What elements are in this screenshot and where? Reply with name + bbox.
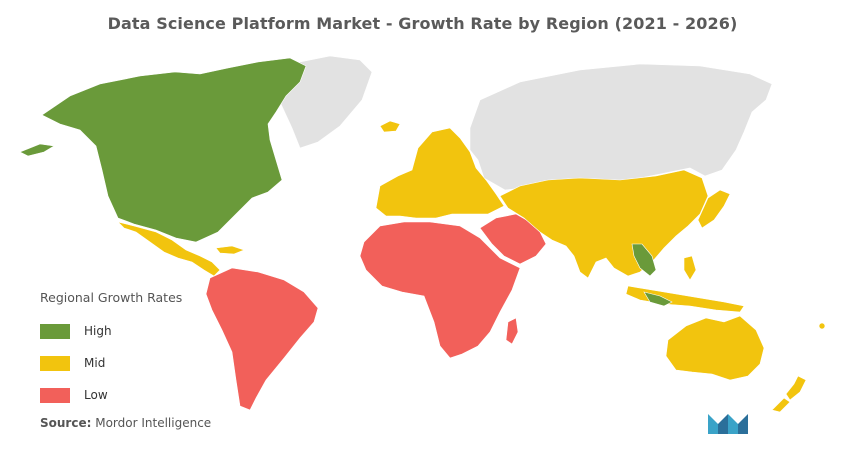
source-note: Source: Mordor Intelligence bbox=[40, 416, 211, 430]
region-russia bbox=[469, 63, 773, 191]
legend-title: Regional Growth Rates bbox=[40, 290, 183, 305]
legend: Regional Growth Rates High Mid Low bbox=[40, 290, 182, 419]
legend-item-high: High bbox=[40, 323, 182, 339]
legend-label-mid: Mid bbox=[84, 356, 106, 370]
region-asia bbox=[499, 169, 709, 279]
legend-label-high: High bbox=[84, 324, 112, 338]
region-australia bbox=[665, 315, 765, 381]
legend-item-low: Low bbox=[40, 387, 182, 403]
region-north-america bbox=[41, 57, 307, 243]
legend-label-low: Low bbox=[84, 388, 108, 402]
source-text: Mordor Intelligence bbox=[95, 416, 212, 430]
region-greenland bbox=[279, 55, 373, 149]
region-iceland bbox=[379, 120, 401, 133]
region-indochina bbox=[631, 243, 657, 277]
region-philippines bbox=[683, 255, 697, 281]
region-africa bbox=[359, 221, 521, 359]
region-new-zealand-south bbox=[771, 397, 791, 413]
region-south-america bbox=[205, 267, 319, 411]
region-malay-peninsula bbox=[643, 291, 673, 307]
region-alaska-islands bbox=[19, 143, 55, 157]
region-japan bbox=[697, 189, 731, 229]
region-madagascar bbox=[505, 317, 519, 345]
region-new-zealand bbox=[785, 375, 807, 401]
map-title: Data Science Platform Market - Growth Ra… bbox=[107, 14, 738, 33]
legend-swatch-high bbox=[40, 323, 70, 339]
region-caribbean bbox=[215, 245, 245, 255]
region-pacific-islands bbox=[818, 322, 826, 330]
legend-swatch-mid bbox=[40, 355, 70, 371]
mordor-intelligence-logo-icon bbox=[708, 414, 748, 434]
region-middle-east bbox=[479, 213, 547, 265]
legend-swatch-low bbox=[40, 387, 70, 403]
legend-item-mid: Mid bbox=[40, 355, 182, 371]
source-label: Source: bbox=[40, 416, 92, 430]
region-southeast-asia-islands bbox=[625, 285, 745, 313]
region-europe bbox=[375, 127, 505, 219]
